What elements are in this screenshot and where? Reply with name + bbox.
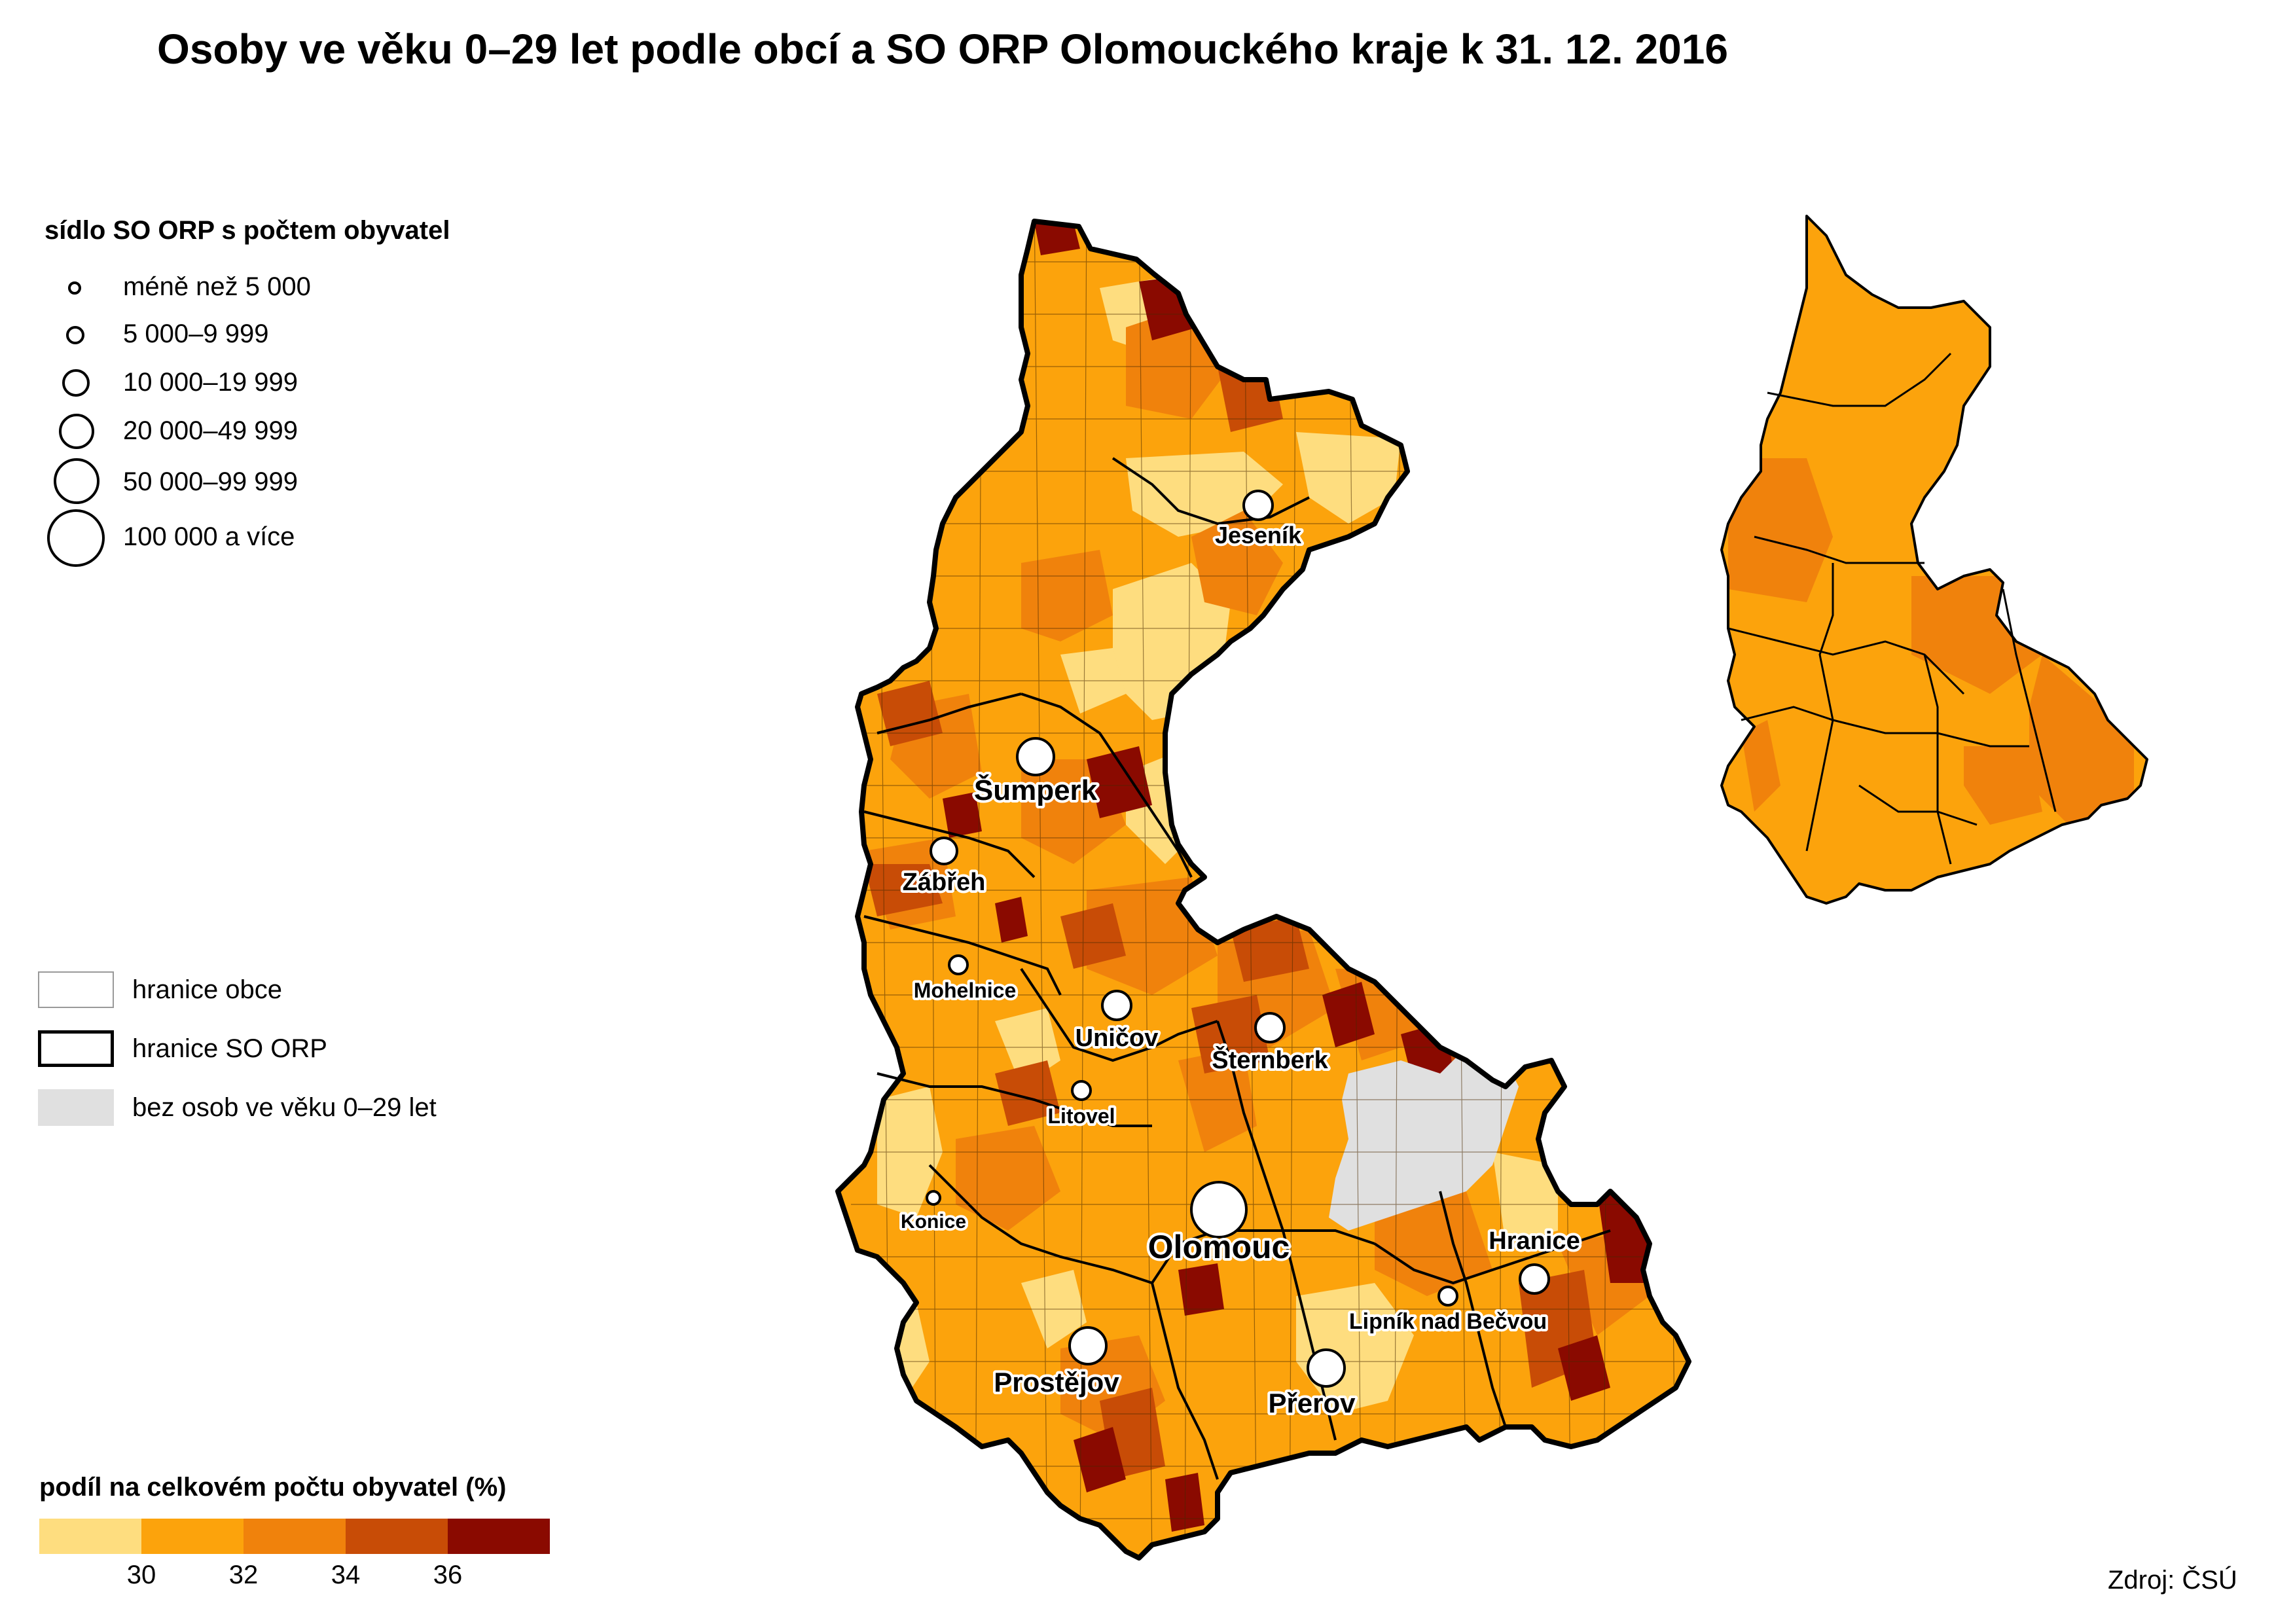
municipality-area [1178,1263,1224,1316]
city-marker [1242,490,1274,521]
municipality-area [995,897,1028,943]
municipality-area [1191,511,1283,615]
municipality-area [1074,1427,1126,1492]
circle-symbol-icon [59,414,94,449]
circle-symbol-icon [47,509,105,567]
city-marker [1519,1263,1550,1295]
city-label: Konice [901,1211,966,1233]
size-legend-heading: sídlo SO ORP s počtem obyvatel [45,216,450,245]
city-label: Lipník nad Bečvou [1349,1309,1547,1334]
city-marker [1307,1348,1346,1388]
municipality-area [1021,550,1113,641]
municipality-area [1231,753,1263,792]
municipality-area [943,792,982,838]
city-marker [926,1190,941,1206]
orp-inset-layer [1722,216,2147,903]
city-marker [1254,1012,1286,1043]
color-legend-bar [39,1519,550,1554]
municipality-area [995,1060,1060,1126]
city-label: Zábřeh [903,869,986,896]
city-label: Uničov [1075,1024,1159,1052]
city-label: Prostějov [994,1367,1119,1398]
boundary-legend-label: hranice obce [132,975,283,1004]
city-markers: Jeseník Šumperk Zábřeh Mohelnice Uničov … [898,490,1583,1421]
city-label: Mohelnice [914,979,1016,1002]
size-legend-label: 20 000–49 999 [123,416,298,445]
source-note: Zdroj: ČSÚ [2108,1566,2237,1595]
size-legend-label: 5 000–9 999 [123,319,269,348]
size-legend-label: 10 000–19 999 [123,368,298,397]
color-legend-heading: podíl na celkovém počtu obyvatel (%) [39,1473,507,1502]
no-data-swatch [38,1089,114,1126]
city-marker [1068,1326,1108,1365]
orp-area [1741,720,1780,812]
circle-symbol-icon [54,458,99,504]
city-marker [1101,990,1132,1021]
boundary-legend-label: hranice SO ORP [132,1034,327,1063]
municipality-area [1322,982,1375,1047]
color-legend-class [39,1519,141,1554]
city-label: Olomouc [1148,1229,1290,1265]
color-legend-tick: 32 [228,1561,259,1589]
orp-area [2029,655,2134,825]
orp-inset-boundaries [1727,352,2057,865]
city-marker [930,837,958,865]
city-label: Šumperk [974,773,1098,806]
municipality-area [1034,223,1080,255]
size-legend-label: 50 000–99 999 [123,467,298,496]
orp-area [1728,458,1833,602]
size-legend-label: méně než 5 000 [123,272,311,301]
municipality-area [1060,903,1126,969]
color-legend-class [244,1519,346,1554]
orp-internal-boundaries [863,457,1611,1480]
city-label: Litovel [1047,1104,1115,1128]
city-marker [1071,1080,1092,1101]
color-legend-class [448,1519,550,1554]
color-legend-class [141,1519,244,1554]
city-label: Jeseník [1215,522,1302,549]
circle-symbol-icon [66,326,84,344]
city-label: Přerov [1268,1388,1356,1418]
color-legend-tick: 36 [433,1561,463,1589]
municipality-area [1492,1152,1558,1244]
boundary-legend-label: bez osob ve věku 0–29 let [132,1093,437,1122]
no-data-area [1329,1047,1519,1231]
color-legend-class [346,1519,448,1554]
size-legend-label: 100 000 a více [123,522,295,551]
orp-boundary-swatch [38,1030,114,1067]
municipality-boundary-swatch [38,971,114,1008]
municipality-area [1191,995,1270,1074]
municipality-area [1231,916,1309,982]
city-marker [1190,1181,1248,1238]
color-legend-tick: 34 [331,1561,361,1589]
city-label: Hranice [1489,1227,1580,1255]
circle-symbol-icon [68,281,81,295]
orp-area [1964,746,2042,825]
municipality-area [1296,432,1401,524]
city-marker [948,954,969,975]
city-marker [1016,737,1055,776]
municipality-area [1558,1335,1610,1401]
circle-symbol-icon [62,369,90,397]
color-legend-tick: 30 [126,1561,156,1589]
municipality-area [1087,746,1152,818]
city-label: Šternberk [1212,1045,1328,1074]
city-marker [1437,1286,1458,1307]
map-title: Osoby ve věku 0–29 let podle obcí a SO O… [157,26,1728,73]
